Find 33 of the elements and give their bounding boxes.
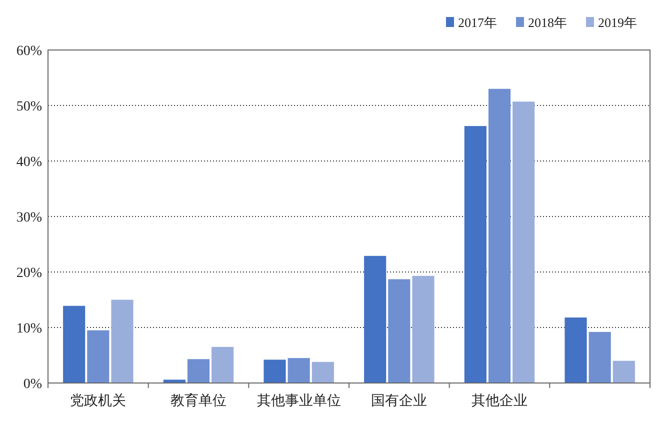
legend-label: 2019年 (598, 15, 637, 30)
x-tick-label: 教育单位 (170, 392, 226, 409)
bar (412, 276, 434, 383)
bar (187, 359, 210, 383)
bar (512, 102, 535, 383)
bar (364, 256, 386, 383)
x-tick-label: 其他企业 (472, 393, 528, 409)
legend-label: 2017年 (458, 15, 497, 30)
x-tick-label: 国有企业 (371, 393, 428, 409)
legend-label: 2018年 (528, 15, 567, 30)
bar (464, 126, 486, 383)
y-tick-label: 10% (16, 322, 42, 336)
y-tick-label: 40% (16, 155, 42, 170)
x-tick-label: 其他事业单位 (256, 393, 341, 409)
bar (612, 360, 635, 383)
y-tick-label: 50% (16, 100, 42, 114)
bar (212, 346, 234, 383)
bar (63, 306, 86, 383)
bar (388, 279, 410, 383)
x-tick-label: 党政机关 (70, 393, 126, 409)
bar (312, 362, 334, 383)
bar (111, 300, 134, 383)
y-tick-label: 0% (23, 377, 42, 392)
bar (163, 380, 186, 383)
bar (264, 360, 286, 383)
bar (87, 330, 110, 383)
y-tick-label: 20% (16, 266, 42, 281)
bar (288, 358, 310, 383)
bar (488, 88, 511, 383)
bar (564, 318, 587, 383)
bar (588, 332, 611, 383)
y-tick-label: 60% (16, 44, 42, 59)
y-tick-label: 30% (16, 210, 42, 226)
